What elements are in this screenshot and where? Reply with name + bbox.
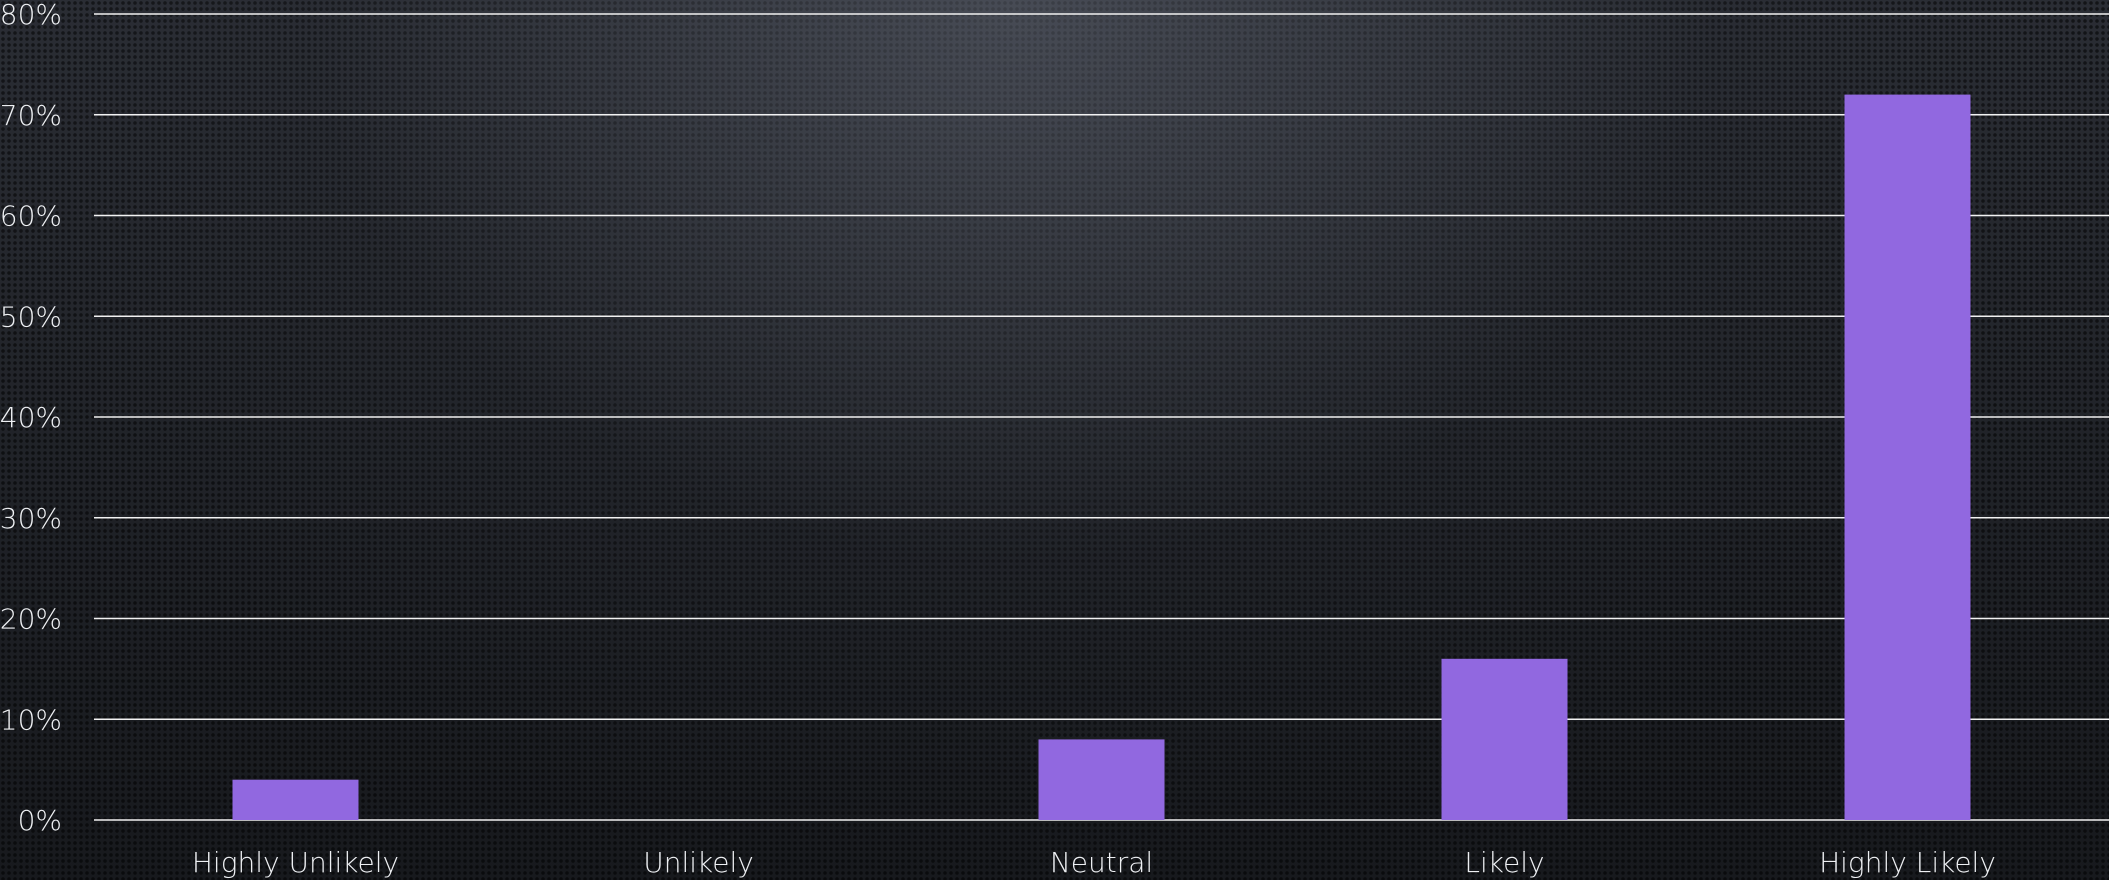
y-tick-label: 20% bbox=[0, 603, 62, 636]
x-category-label: Likely bbox=[1464, 846, 1544, 879]
y-tick-label: 0% bbox=[18, 804, 62, 837]
bar-highly-likely bbox=[1844, 94, 1971, 821]
y-tick-label: 30% bbox=[0, 502, 62, 535]
y-axis-tick-labels: 0% 10% 20% 30% 40% 50% 60% 70% 80% bbox=[0, 0, 62, 837]
bar-highly-unlikely bbox=[232, 779, 359, 820]
gridlines bbox=[94, 13, 2109, 821]
y-tick-label: 10% bbox=[0, 703, 62, 736]
bar-neutral bbox=[1038, 739, 1165, 820]
x-category-label: Highly Unlikely bbox=[192, 846, 399, 879]
y-tick-label: 70% bbox=[0, 99, 62, 132]
x-category-label: Unlikely bbox=[643, 846, 754, 879]
bars bbox=[232, 94, 1971, 821]
y-tick-label: 80% bbox=[0, 0, 62, 31]
y-tick-label: 60% bbox=[0, 200, 62, 233]
bar-likely bbox=[1441, 658, 1568, 820]
x-category-label: Highly Likely bbox=[1819, 846, 1996, 879]
y-tick-label: 50% bbox=[0, 300, 62, 333]
y-tick-label: 40% bbox=[0, 401, 62, 434]
x-axis-category-labels: Highly Unlikely Unlikely Neutral Likely High… bbox=[192, 846, 1996, 879]
x-category-label: Neutral bbox=[1050, 846, 1153, 879]
